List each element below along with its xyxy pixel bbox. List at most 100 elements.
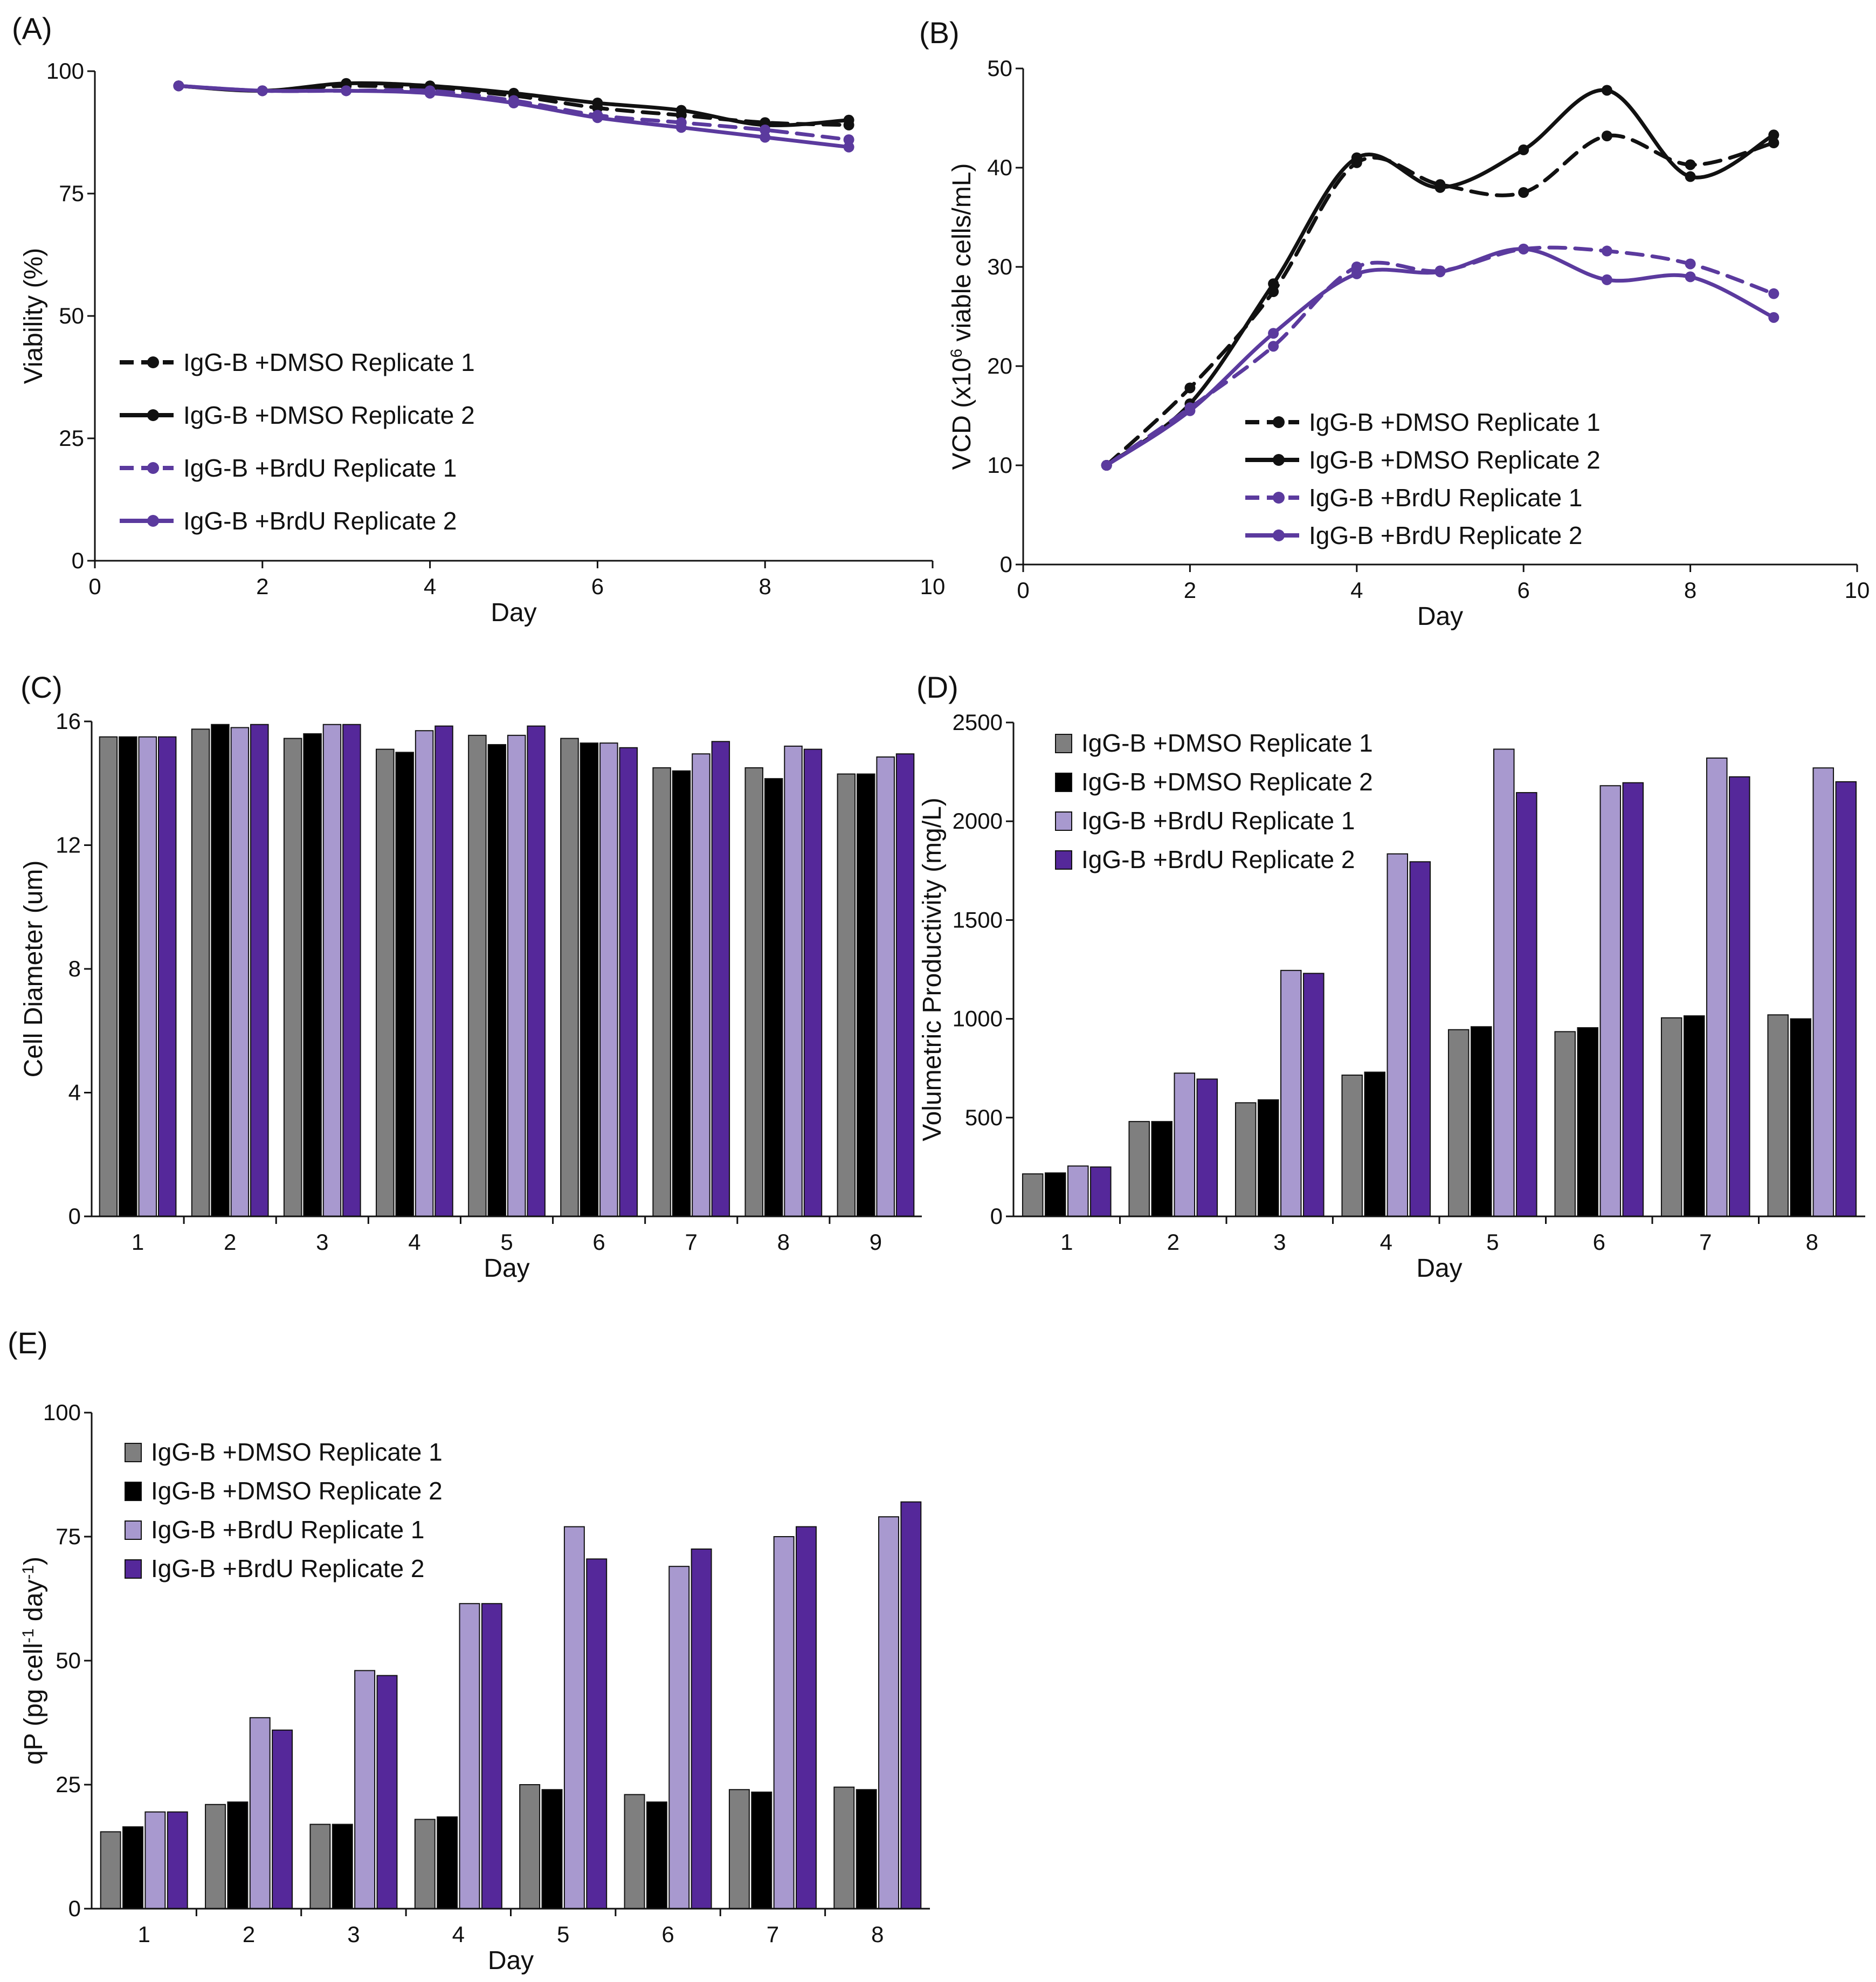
x-tick-label: 5	[557, 1922, 569, 1947]
y-axis-title-part: Viability (%)	[19, 248, 48, 384]
legend-swatch	[1055, 811, 1072, 831]
panel-label: (B)	[919, 16, 960, 50]
bar	[272, 1729, 293, 1910]
bar	[507, 734, 526, 1217]
bar	[527, 725, 546, 1217]
data-point	[843, 114, 854, 126]
bar	[376, 748, 395, 1217]
data-point	[1184, 405, 1196, 416]
legend-label: IgG-B +BrdU Replicate 1	[1081, 807, 1355, 835]
bar	[1280, 969, 1302, 1217]
x-axis-title: Day	[1416, 1254, 1462, 1283]
legend-marker	[1273, 529, 1285, 541]
legend-label: IgG-B +BrdU Replicate 2	[1309, 521, 1583, 549]
bar	[1234, 1102, 1257, 1217]
bar	[878, 1516, 899, 1909]
legend-swatch	[1055, 734, 1072, 753]
y-tick-label: 50	[59, 303, 84, 328]
x-tick-label: 3	[347, 1922, 360, 1947]
bar	[283, 738, 302, 1217]
x-tick-label: 4	[424, 574, 436, 599]
bar	[1577, 1027, 1598, 1217]
bar	[468, 734, 487, 1217]
bar	[167, 1811, 188, 1910]
data-point	[592, 112, 603, 123]
bar	[1341, 1075, 1363, 1217]
legend-marker	[1273, 454, 1285, 466]
x-tick-label: 6	[591, 574, 604, 599]
bar	[1683, 1015, 1705, 1217]
legend-label: IgG-B +BrdU Replicate 2	[183, 507, 457, 535]
panel-label: (A)	[12, 11, 52, 45]
bar	[764, 778, 783, 1217]
data-point	[1351, 152, 1362, 163]
bar	[773, 1536, 795, 1909]
x-tick-label: 2	[1167, 1229, 1180, 1255]
bar	[599, 742, 618, 1217]
bar	[672, 770, 691, 1217]
data-point	[1601, 274, 1612, 285]
bar	[519, 1784, 541, 1909]
data-point	[675, 122, 687, 133]
legend-label: IgG-B +BrdU Replicate 1	[183, 454, 457, 482]
bar	[751, 1791, 773, 1910]
x-axis-title: Day	[1417, 602, 1463, 631]
legend: IgG-B +DMSO Replicate 1 IgG-B +DMSO Repli…	[1245, 408, 1601, 549]
x-tick-label: 3	[1273, 1229, 1286, 1255]
y-axis-title-superscript: 6	[948, 349, 965, 358]
bar	[414, 1819, 436, 1909]
bar	[728, 1789, 750, 1909]
x-tick-label: 1	[1060, 1229, 1073, 1255]
data-point	[1601, 130, 1612, 142]
series-group	[173, 80, 854, 153]
legend: IgG-B +DMSO Replicate 1 IgG-B +DMSO Repli…	[1055, 729, 1373, 873]
bar	[619, 747, 638, 1217]
x-tick-label: 6	[592, 1229, 605, 1255]
legend-marker	[147, 515, 159, 527]
y-tick-label: 16	[56, 708, 81, 734]
data-point	[1685, 258, 1696, 270]
legend-swatch	[125, 1559, 142, 1579]
bar	[376, 1675, 398, 1910]
x-tick-label: 7	[1699, 1229, 1712, 1255]
bar	[144, 1811, 166, 1910]
y-tick-label: 30	[987, 254, 1012, 279]
x-axis-title: Day	[484, 1254, 529, 1283]
y-tick-label: 75	[56, 1524, 81, 1549]
x-tick-label: 8	[777, 1229, 790, 1255]
bar	[1706, 757, 1728, 1217]
bar	[99, 736, 118, 1217]
bar	[1151, 1121, 1172, 1217]
bar	[1599, 785, 1622, 1217]
bar	[1364, 1071, 1385, 1217]
data-point	[1685, 171, 1696, 182]
series-line	[1105, 133, 1776, 467]
x-tick-label: 0	[88, 574, 101, 599]
bar	[1067, 1165, 1089, 1217]
y-tick-label: 0	[68, 1203, 81, 1229]
bar	[230, 727, 250, 1217]
legend-label: IgG-B +DMSO Replicate 1	[1081, 729, 1373, 757]
legend-swatch	[125, 1443, 142, 1462]
y-tick-label: 20	[987, 353, 1012, 378]
bar	[1812, 767, 1834, 1217]
bar	[646, 1801, 667, 1909]
bar	[309, 1823, 331, 1910]
series-group	[1101, 243, 1780, 471]
x-tick-label: 1	[138, 1922, 150, 1947]
bar	[803, 748, 823, 1217]
bar	[1660, 1017, 1682, 1217]
data-point	[592, 98, 603, 109]
y-tick-label: 50	[987, 56, 1012, 81]
legend-label: IgG-B +DMSO Replicate 2	[1309, 446, 1601, 474]
x-tick-label: 8	[759, 574, 771, 599]
bar	[1447, 1029, 1470, 1217]
data-point	[675, 105, 687, 116]
legend-label: IgG-B +BrdU Replicate 1	[151, 1516, 425, 1544]
x-tick-label: 8	[1806, 1229, 1818, 1255]
bar	[1729, 776, 1750, 1217]
x-axis-title: Day	[488, 1946, 534, 1975]
legend-label: IgG-B +BrdU Replicate 1	[1309, 484, 1583, 512]
x-tick-label: 5	[500, 1229, 513, 1255]
